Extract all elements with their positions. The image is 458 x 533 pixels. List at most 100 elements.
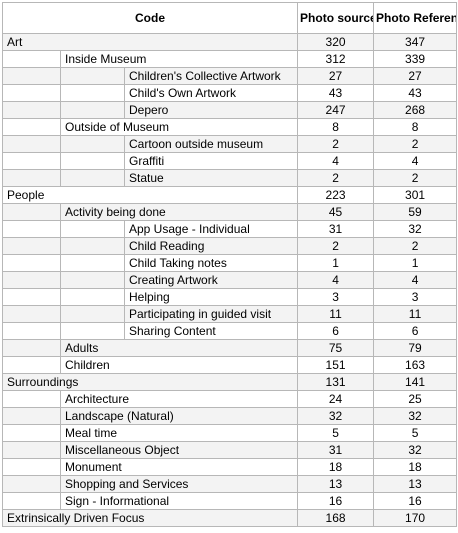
indent-cell	[2, 84, 61, 102]
photo-references-cell: 79	[373, 339, 458, 357]
table-row: Helping 3 3	[2, 288, 458, 306]
photo-references-cell: 141	[373, 373, 458, 391]
table-row: People 223 301	[1, 186, 458, 204]
table-row: Graffiti 4 4	[2, 152, 458, 170]
photo-sources-cell: 8	[297, 118, 375, 136]
photo-references-cell: 4	[373, 271, 458, 289]
code-label-cell: Sharing Content	[123, 322, 299, 340]
photo-references-cell: 16	[373, 492, 458, 510]
photo-references-cell: 268	[373, 101, 458, 119]
photo-sources-cell: 4	[297, 152, 375, 170]
table-row: Inside Museum 312 339	[2, 50, 458, 68]
code-label-cell: Art	[1, 33, 299, 51]
table-row: Surroundings 131 141	[1, 373, 458, 391]
photo-sources-cell: 13	[297, 475, 375, 493]
photo-references-cell: 6	[373, 322, 458, 340]
photo-references-cell: 2	[373, 135, 458, 153]
code-label-cell: People	[1, 186, 299, 204]
table-row: Sign - Informational 16 16	[2, 492, 458, 510]
indent-cell	[2, 67, 61, 85]
photo-sources-cell: 168	[297, 509, 375, 527]
code-label-cell: App Usage - Individual	[123, 220, 299, 238]
indent-cell	[2, 237, 61, 255]
table-row: Miscellaneous Object 31 32	[2, 441, 458, 459]
table-row: Children 151 163	[2, 356, 458, 374]
code-label-cell: Architecture	[59, 390, 299, 408]
indent-cell	[60, 237, 125, 255]
table-row: Child Reading 2 2	[2, 237, 458, 255]
photo-references-cell: 13	[373, 475, 458, 493]
photo-sources-cell: 16	[297, 492, 375, 510]
photo-sources-cell: 2	[297, 237, 375, 255]
photo-sources-cell: 43	[297, 84, 375, 102]
indent-cell	[60, 101, 125, 119]
indent-cell	[2, 305, 61, 323]
table-row: Child Taking notes 1 1	[2, 254, 458, 272]
code-label-cell: Cartoon outside museum	[123, 135, 299, 153]
code-label-cell: Child Taking notes	[123, 254, 299, 272]
indent-cell	[60, 152, 125, 170]
photo-sources-cell: 31	[297, 441, 375, 459]
code-label-cell: Child Reading	[123, 237, 299, 255]
indent-cell	[60, 135, 125, 153]
table-row: Child's Own Artwork 43 43	[2, 84, 458, 102]
photo-sources-header: Photo sources	[297, 2, 375, 34]
photo-sources-cell: 2	[297, 135, 375, 153]
code-label-cell: Outside of Museum	[59, 118, 299, 136]
photo-sources-cell: 320	[297, 33, 375, 51]
photo-references-cell: 1	[373, 254, 458, 272]
indent-cell	[60, 220, 125, 238]
code-label-cell: Depero	[123, 101, 299, 119]
photo-sources-cell: 131	[297, 373, 375, 391]
indent-cell	[2, 288, 61, 306]
indent-cell	[60, 271, 125, 289]
photo-sources-cell: 247	[297, 101, 375, 119]
code-label-cell: Child's Own Artwork	[123, 84, 299, 102]
code-label-cell: Creating Artwork	[123, 271, 299, 289]
table-row: Monument 18 18	[2, 458, 458, 476]
photo-references-cell: 4	[373, 152, 458, 170]
code-label-cell: Miscellaneous Object	[59, 441, 299, 459]
photo-sources-cell: 24	[297, 390, 375, 408]
indent-cell	[60, 169, 125, 187]
table-row: App Usage - Individual 31 32	[2, 220, 458, 238]
photo-sources-cell: 2	[297, 169, 375, 187]
photo-references-cell: 32	[373, 220, 458, 238]
photo-references-cell: 170	[373, 509, 458, 527]
code-label-cell: Adults	[59, 339, 299, 357]
indent-cell	[2, 458, 61, 476]
table-row: Depero 247 268	[2, 101, 458, 119]
photo-references-cell: 347	[373, 33, 458, 51]
photo-references-cell: 3	[373, 288, 458, 306]
photo-references-cell: 18	[373, 458, 458, 476]
table-row: Sharing Content 6 6	[2, 322, 458, 340]
indent-cell	[2, 339, 61, 357]
code-header: Code	[1, 2, 299, 34]
code-label-cell: Children's Collective Artwork	[123, 67, 299, 85]
photo-sources-cell: 312	[297, 50, 375, 68]
indent-cell	[2, 407, 61, 425]
code-label-cell: Children	[59, 356, 299, 374]
photo-references-cell: 339	[373, 50, 458, 68]
table-row: Adults 75 79	[2, 339, 458, 357]
code-label-cell: Landscape (Natural)	[59, 407, 299, 425]
table-row: Architecture 24 25	[2, 390, 458, 408]
photo-sources-cell: 4	[297, 271, 375, 289]
indent-cell	[2, 424, 61, 442]
indent-cell	[2, 492, 61, 510]
photo-references-cell: 32	[373, 407, 458, 425]
code-label-cell: Helping	[123, 288, 299, 306]
photo-references-header: Photo References	[373, 2, 458, 34]
code-label-cell: Graffiti	[123, 152, 299, 170]
table-row: Participating in guided visit 11 11	[2, 305, 458, 323]
code-label-cell: Monument	[59, 458, 299, 476]
photo-sources-cell: 11	[297, 305, 375, 323]
photo-references-cell: 11	[373, 305, 458, 323]
table-row: Cartoon outside museum 2 2	[2, 135, 458, 153]
code-label-cell: Extrinsically Driven Focus	[1, 509, 299, 527]
photo-sources-cell: 75	[297, 339, 375, 357]
indent-cell	[2, 203, 61, 221]
indent-cell	[60, 67, 125, 85]
indent-cell	[60, 322, 125, 340]
indent-cell	[2, 475, 61, 493]
